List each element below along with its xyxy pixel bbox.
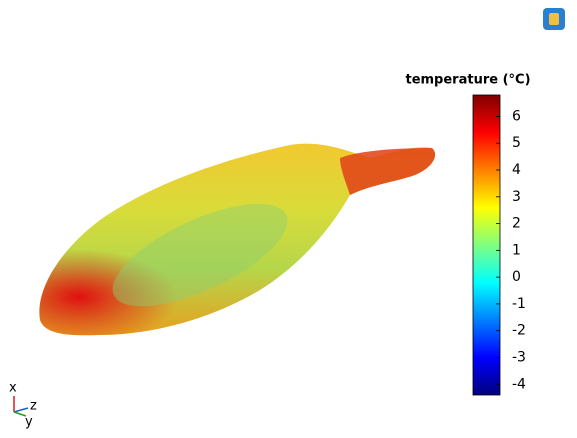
colorbar-tick-label: -4 (512, 376, 526, 392)
colorbar-tick-label: 3 (512, 189, 521, 205)
plot-window: temperature (°C) x z y 6 5 4 3 2 1 0 -1 -2 -3 -4 (0, 0, 577, 434)
colorbar-tick-label: 0 (512, 269, 521, 285)
colorbar-tick-label: 6 (512, 108, 521, 124)
axis-triad: x z y (9, 381, 37, 430)
colorbar-tick-label: -2 (512, 323, 526, 339)
axis-label: z (30, 399, 37, 414)
colorbar-title: temperature (°C) (405, 73, 530, 88)
app-icon (543, 8, 565, 30)
colorbar-tick-label: -3 (512, 350, 526, 366)
page: temperature (°C) x z y 6543210-1-2-3-4 (… (0, 0, 577, 434)
colorbar-tick-label: 1 (512, 242, 521, 258)
axis-label: y (25, 415, 33, 430)
axis-label: x (9, 381, 17, 396)
colorbar (473, 95, 500, 395)
colorbar-tick-label: 2 (512, 216, 521, 232)
colorbar-tick-label: -1 (512, 296, 526, 312)
colorbar-tick-label: 4 (512, 162, 521, 178)
colorbar-tick-label: 5 (512, 135, 521, 151)
object-surface (39, 144, 435, 336)
